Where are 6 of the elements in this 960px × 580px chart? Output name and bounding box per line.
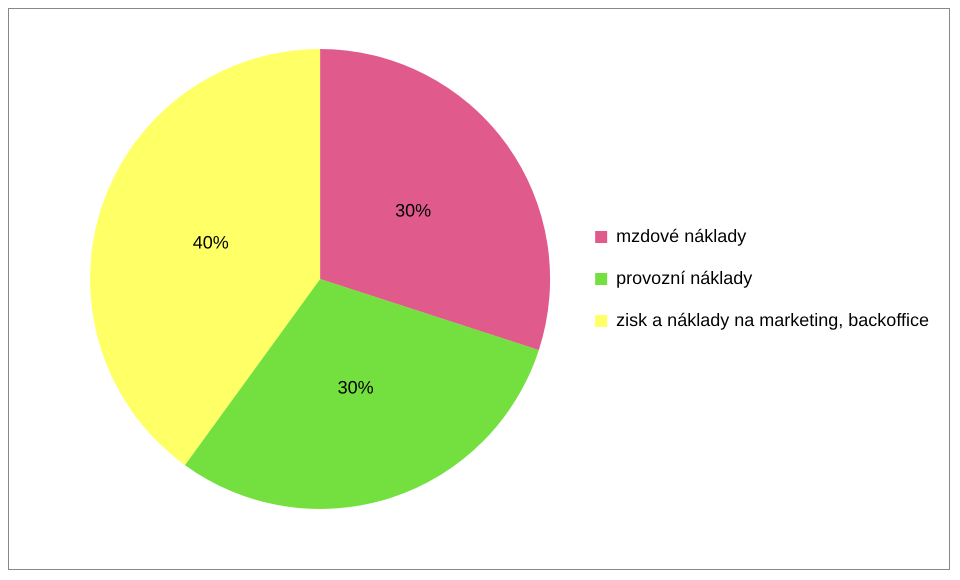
legend-label: mzdové náklady [616, 226, 746, 246]
data-label: 40% [192, 232, 229, 252]
legend-label: zisk a náklady na marketing, backoffice [616, 310, 930, 330]
data-label: 30% [395, 200, 432, 220]
legend-label: provozní náklady [616, 268, 752, 288]
data-label: 30% [338, 377, 374, 398]
